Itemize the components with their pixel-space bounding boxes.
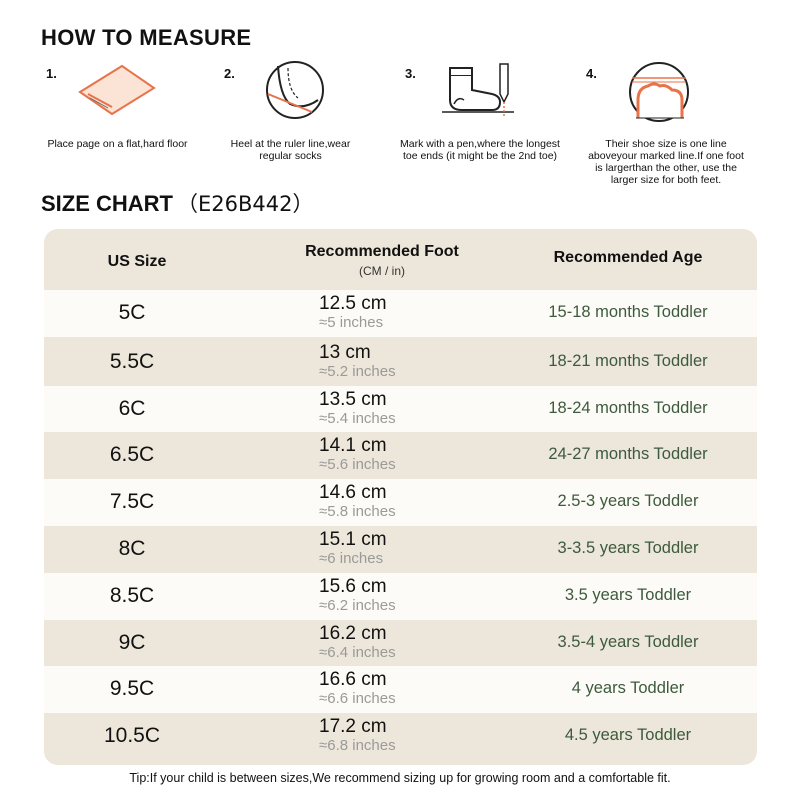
us-size-cell: 10.5C bbox=[103, 724, 161, 747]
us-size-cell: 5C bbox=[118, 301, 146, 324]
us-size-cell: 5.5C bbox=[109, 350, 155, 373]
recommended-age-cell: 4 years Toddler bbox=[571, 679, 685, 697]
header-recommended-age: Recommended Age bbox=[553, 249, 703, 266]
foot-length-cell: 13 cm ≈5.2 inches bbox=[319, 342, 396, 381]
foot-length-cell: 16.6 cm ≈6.6 inches bbox=[319, 669, 396, 708]
us-size-cell: 8.5C bbox=[109, 584, 155, 607]
foot-length-inches: ≈6.2 inches bbox=[319, 597, 396, 614]
table-row: 5.5C 13 cm ≈5.2 inches 18-21 months Toddler bbox=[44, 339, 757, 386]
product-code: （E26B442） bbox=[177, 192, 314, 216]
foot-length-cm: 14.1 cm bbox=[319, 435, 387, 456]
step-number: 3. bbox=[405, 66, 416, 81]
recommended-age-cell: 3.5 years Toddler bbox=[564, 586, 692, 604]
foot-length-cm: 15.6 cm bbox=[319, 576, 387, 597]
foot-length-cell: 14.1 cm ≈5.6 inches bbox=[319, 435, 396, 474]
step-number: 1. bbox=[46, 66, 57, 81]
table-row: 8C 15.1 cm ≈6 inches 3-3.5 years Toddler bbox=[44, 526, 757, 573]
step-number: 4. bbox=[586, 66, 597, 81]
step-text: Heel at the ruler line,wear regular sock… bbox=[230, 138, 351, 162]
foot-length-inches: ≈6.6 inches bbox=[319, 690, 396, 707]
foot-length-cm: 13 cm bbox=[319, 342, 371, 363]
header-foot-units: (CM / in) bbox=[359, 264, 405, 278]
recommended-age-cell: 4.5 years Toddler bbox=[564, 726, 692, 744]
us-size-cell: 6.5C bbox=[109, 443, 155, 466]
how-to-measure-title: HOW TO MEASURE bbox=[41, 25, 252, 50]
foot-length-inches: ≈6 inches bbox=[319, 550, 384, 567]
foot-length-inches: ≈5.2 inches bbox=[319, 363, 396, 380]
header-recommended-foot: Recommended Foot (CM / in) bbox=[266, 243, 498, 303]
foot-length-cm: 12.5 cm bbox=[319, 293, 387, 314]
table-row: 8.5C 15.6 cm ≈6.2 inches 3.5 years Toddler bbox=[44, 573, 757, 620]
foot-length-inches: ≈6.4 inches bbox=[319, 644, 396, 661]
recommended-age-cell: 3-3.5 years Toddler bbox=[557, 539, 699, 557]
table-row: 7.5C 14.6 cm ≈5.8 inches 2.5-3 years Toddle… bbox=[44, 479, 757, 526]
foot-length-cell: 12.5 cm ≈5 inches bbox=[319, 293, 387, 332]
foot-length-cell: 15.6 cm ≈6.2 inches bbox=[319, 576, 396, 615]
step-text: Mark with a pen,where the longest toe en… bbox=[400, 138, 560, 162]
step-text: Place page on a flat,hard floor bbox=[47, 138, 188, 150]
sizing-tip: Tip:If your child is between sizes,We re… bbox=[129, 771, 671, 785]
foot-length-cm: 15.1 cm bbox=[319, 529, 387, 550]
header-us-size: US Size bbox=[107, 253, 167, 270]
foot-length-cell: 14.6 cm ≈5.8 inches bbox=[319, 482, 396, 521]
sock-pen-icon bbox=[442, 63, 514, 116]
foot-length-cell: 15.1 cm ≈6 inches bbox=[319, 529, 387, 568]
table-row: 9C 16.2 cm ≈6.4 inches 3.5-4 years Toddler bbox=[44, 620, 757, 666]
recommended-age-cell: 2.5-3 years Toddler bbox=[557, 492, 699, 510]
table-header: US Size Recommended Foot (CM / in) Recom… bbox=[44, 229, 757, 289]
foot-length-cell: 17.2 cm ≈6.8 inches bbox=[319, 716, 396, 755]
step-text: Their shoe size is one line aboveyour ma… bbox=[588, 138, 744, 186]
toe-line-icon bbox=[629, 62, 689, 122]
table-row: 6.5C 14.1 cm ≈5.6 inches 24-27 months Toddl… bbox=[44, 432, 757, 479]
header-foot-label: Recommended Foot bbox=[305, 243, 459, 260]
recommended-age-cell: 24-27 months Toddler bbox=[548, 445, 708, 463]
heel-ruler-icon bbox=[266, 61, 324, 119]
foot-length-inches: ≈5.8 inches bbox=[319, 503, 396, 520]
foot-length-inches: ≈5.4 inches bbox=[319, 410, 396, 427]
foot-length-cm: 13.5 cm bbox=[319, 389, 387, 410]
foot-length-cm: 16.6 cm bbox=[319, 669, 387, 690]
table-row: 6C 13.5 cm ≈5.4 inches 18-24 months Toddler bbox=[44, 386, 757, 432]
recommended-age-cell: 18-21 months Toddler bbox=[548, 352, 708, 370]
foot-length-cm: 16.2 cm bbox=[319, 623, 387, 644]
foot-length-cm: 17.2 cm bbox=[319, 716, 387, 737]
us-size-cell: 9C bbox=[118, 631, 146, 654]
step-number: 2. bbox=[224, 66, 235, 81]
size-chart-title: SIZE CHART （E26B442） bbox=[41, 188, 313, 218]
size-table: US Size Recommended Foot (CM / in) Recom… bbox=[44, 229, 757, 765]
foot-length-cell: 13.5 cm ≈5.4 inches bbox=[319, 389, 396, 428]
foot-length-inches: ≈6.8 inches bbox=[319, 737, 396, 754]
us-size-cell: 7.5C bbox=[109, 490, 155, 513]
table-row: 5C 12.5 cm ≈5 inches 15-18 months Toddler bbox=[44, 290, 757, 337]
paper-sheet-icon bbox=[78, 64, 156, 116]
us-size-cell: 8C bbox=[118, 537, 146, 560]
foot-length-cell: 16.2 cm ≈6.4 inches bbox=[319, 623, 396, 662]
recommended-age-cell: 3.5-4 years Toddler bbox=[557, 633, 699, 651]
us-size-cell: 6C bbox=[118, 397, 146, 420]
size-chart-heading: SIZE CHART bbox=[41, 191, 173, 216]
recommended-age-cell: 18-24 months Toddler bbox=[548, 399, 708, 417]
foot-length-cm: 14.6 cm bbox=[319, 482, 387, 503]
us-size-cell: 9.5C bbox=[109, 677, 155, 700]
table-row: 10.5C 17.2 cm ≈6.8 inches 4.5 years Toddler bbox=[44, 713, 757, 761]
recommended-age-cell: 15-18 months Toddler bbox=[548, 303, 708, 321]
table-row: 9.5C 16.6 cm ≈6.6 inches 4 years Toddler bbox=[44, 666, 757, 713]
foot-length-inches: ≈5 inches bbox=[319, 314, 384, 331]
foot-length-inches: ≈5.6 inches bbox=[319, 456, 396, 473]
